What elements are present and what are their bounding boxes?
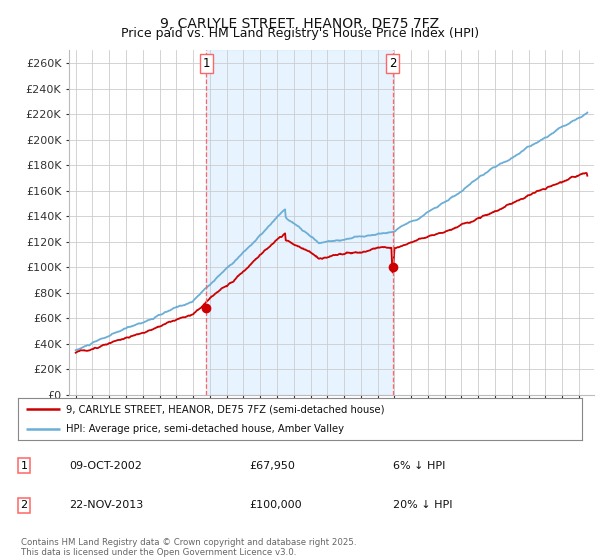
- Text: 22-NOV-2013: 22-NOV-2013: [69, 500, 143, 510]
- Text: 2: 2: [389, 57, 397, 69]
- Text: £67,950: £67,950: [249, 461, 295, 471]
- Text: Contains HM Land Registry data © Crown copyright and database right 2025.
This d: Contains HM Land Registry data © Crown c…: [21, 538, 356, 557]
- Text: 9, CARLYLE STREET, HEANOR, DE75 7FZ (semi-detached house): 9, CARLYLE STREET, HEANOR, DE75 7FZ (sem…: [66, 404, 385, 414]
- Bar: [206, 50, 393, 395]
- Text: 9, CARLYLE STREET, HEANOR, DE75 7FZ: 9, CARLYLE STREET, HEANOR, DE75 7FZ: [160, 17, 440, 31]
- Text: 1: 1: [202, 57, 210, 69]
- Text: 1: 1: [20, 461, 28, 471]
- Text: 09-OCT-2002: 09-OCT-2002: [69, 461, 142, 471]
- Text: Price paid vs. HM Land Registry's House Price Index (HPI): Price paid vs. HM Land Registry's House …: [121, 27, 479, 40]
- Text: 6% ↓ HPI: 6% ↓ HPI: [393, 461, 445, 471]
- Text: 2: 2: [20, 500, 28, 510]
- Text: 20% ↓ HPI: 20% ↓ HPI: [393, 500, 452, 510]
- Text: £100,000: £100,000: [249, 500, 302, 510]
- Text: HPI: Average price, semi-detached house, Amber Valley: HPI: Average price, semi-detached house,…: [66, 424, 344, 434]
